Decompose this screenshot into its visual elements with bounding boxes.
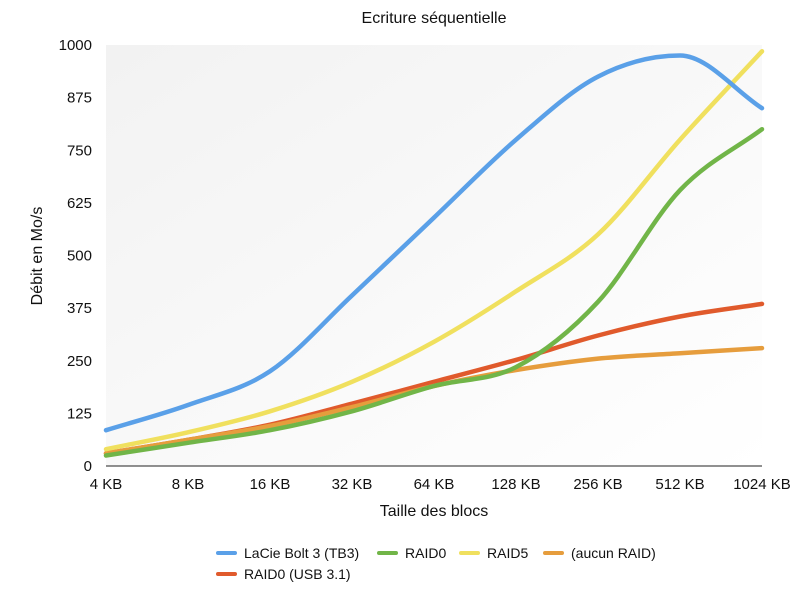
- y-tick-label: 875: [67, 90, 92, 107]
- y-tick-label: 250: [67, 353, 92, 370]
- chart-title: Ecriture séquentielle: [362, 10, 507, 27]
- y-tick-label: 1000: [59, 37, 92, 54]
- series-line-raid0: [103, 126, 765, 458]
- x-tick-label: 16 KB: [250, 476, 291, 493]
- x-tick-label: 8 KB: [172, 476, 205, 493]
- y-tick-label: 750: [67, 142, 92, 159]
- x-tick-label: 256 KB: [573, 476, 622, 493]
- legend-label-raid0-usb31: RAID0 (USB 3.1): [244, 566, 351, 582]
- series-line-lacie-bolt3: [103, 53, 765, 433]
- series-lines: [103, 49, 765, 458]
- y-axis-ticks: 0 125 250 375 500 625 750 875 1000: [59, 37, 92, 475]
- legend-label-raid0: RAID0: [405, 545, 446, 561]
- y-tick-label: 500: [67, 248, 92, 265]
- x-tick-label: 4 KB: [90, 476, 123, 493]
- x-tick-label: 1024 KB: [733, 476, 791, 493]
- legend-label-lacie-bolt3: LaCie Bolt 3 (TB3): [244, 545, 359, 561]
- y-tick-label: 125: [67, 405, 92, 422]
- series-line-raid5: [103, 49, 765, 452]
- y-tick-label: 375: [67, 300, 92, 317]
- x-tick-label: 32 KB: [332, 476, 373, 493]
- x-tick-label: 64 KB: [414, 476, 455, 493]
- legend-label-raid5: RAID5: [487, 545, 528, 561]
- plot-background: [106, 45, 762, 466]
- legend: LaCie Bolt 3 (TB3) RAID0 RAID5 (aucun RAID)…: [216, 545, 656, 582]
- x-tick-label: 128 KB: [491, 476, 540, 493]
- x-axis-ticks: 4 KB 8 KB 16 KB 32 KB 64 KB 128 KB 256 KB 512 K…: [90, 476, 791, 493]
- y-axis-title: Débit en Mo/s: [29, 207, 46, 306]
- legend-label-aucun-raid: (aucun RAID): [571, 545, 656, 561]
- y-tick-label: 625: [67, 195, 92, 212]
- x-axis-title: Taille des blocs: [380, 503, 489, 520]
- x-tick-label: 512 KB: [655, 476, 704, 493]
- y-tick-label: 0: [84, 458, 92, 475]
